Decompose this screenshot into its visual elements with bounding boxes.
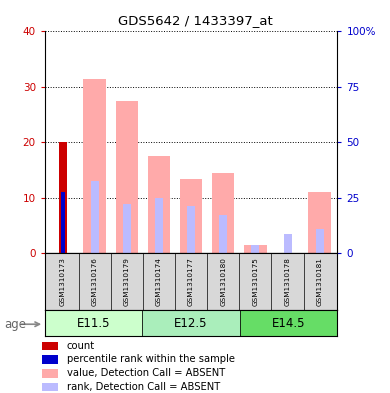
Bar <box>42 342 58 350</box>
Text: rank, Detection Call = ABSENT: rank, Detection Call = ABSENT <box>67 382 220 392</box>
Bar <box>212 173 234 253</box>
Bar <box>308 193 331 253</box>
Bar <box>240 310 337 336</box>
Text: percentile rank within the sample: percentile rank within the sample <box>67 354 235 364</box>
Bar <box>45 310 142 336</box>
Bar <box>187 206 195 253</box>
Text: GSM1310177: GSM1310177 <box>188 257 194 307</box>
Bar <box>148 156 170 253</box>
Text: GSM1310174: GSM1310174 <box>156 257 162 307</box>
Text: E11.5: E11.5 <box>77 317 110 330</box>
Bar <box>58 143 67 253</box>
Text: E12.5: E12.5 <box>174 317 208 330</box>
Bar <box>252 245 259 253</box>
Bar <box>142 310 240 336</box>
Text: GSM1310173: GSM1310173 <box>60 257 66 307</box>
Bar <box>284 234 292 253</box>
Text: value, Detection Call = ABSENT: value, Detection Call = ABSENT <box>67 368 225 378</box>
Bar <box>60 193 64 253</box>
Bar <box>244 245 267 253</box>
Bar <box>219 215 227 253</box>
Bar <box>83 79 106 253</box>
Text: GSM1310175: GSM1310175 <box>252 257 259 307</box>
Bar <box>123 204 131 253</box>
Bar <box>90 181 99 253</box>
Bar <box>155 198 163 253</box>
Text: GSM1310181: GSM1310181 <box>317 257 323 307</box>
Bar <box>115 101 138 253</box>
Text: count: count <box>67 340 95 351</box>
Text: GDS5642 / 1433397_at: GDS5642 / 1433397_at <box>118 14 272 27</box>
Text: GSM1310176: GSM1310176 <box>92 257 98 307</box>
Text: age: age <box>4 318 26 331</box>
Bar <box>180 178 202 253</box>
Bar <box>316 228 324 253</box>
Bar <box>42 383 58 391</box>
Text: E14.5: E14.5 <box>272 317 305 330</box>
Bar <box>42 369 58 378</box>
Text: GSM1310180: GSM1310180 <box>220 257 226 307</box>
Text: GSM1310178: GSM1310178 <box>285 257 291 307</box>
Text: GSM1310179: GSM1310179 <box>124 257 130 307</box>
Bar <box>42 355 58 364</box>
